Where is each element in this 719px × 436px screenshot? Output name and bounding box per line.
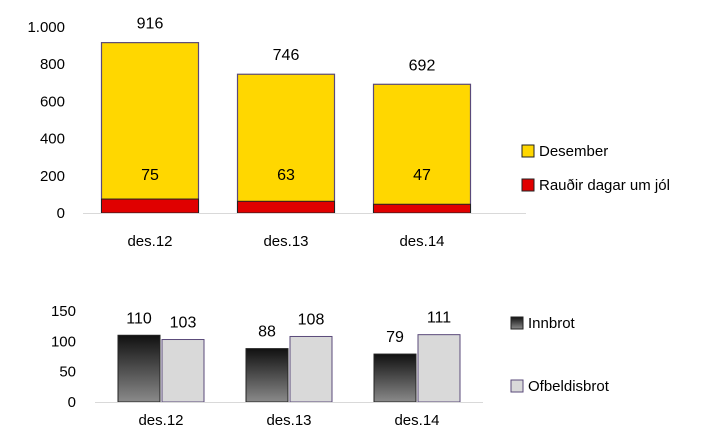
y-tick-label: 50 bbox=[59, 364, 76, 381]
x-tick-label: des.12 bbox=[138, 412, 183, 429]
bar-desember bbox=[102, 43, 199, 213]
x-tick-label: des.13 bbox=[263, 233, 308, 250]
legend-swatch bbox=[522, 145, 534, 157]
data-label-desember: 746 bbox=[273, 47, 300, 64]
bar-raudir-dagar bbox=[238, 201, 335, 213]
bar-ofbeldisbrot bbox=[290, 336, 332, 402]
y-tick-label: 1.000 bbox=[27, 19, 65, 36]
data-label-ofbeldisbrot: 103 bbox=[170, 315, 197, 332]
x-tick-label: des.14 bbox=[394, 412, 439, 429]
data-label-desember: 692 bbox=[409, 57, 436, 74]
bar-desember bbox=[238, 74, 335, 213]
legend-swatch bbox=[511, 380, 523, 392]
bar-innbrot bbox=[374, 354, 416, 402]
legend-label: Rauðir dagar um jól bbox=[539, 177, 670, 194]
data-label-innbrot: 110 bbox=[126, 310, 152, 327]
data-label-ofbeldisbrot: 108 bbox=[298, 311, 325, 328]
legend-swatch bbox=[511, 317, 523, 329]
y-tick-label: 0 bbox=[68, 394, 76, 411]
y-tick-label: 100 bbox=[51, 333, 76, 350]
data-label-raudir-dagar: 47 bbox=[413, 167, 431, 184]
bar-desember bbox=[374, 84, 471, 213]
legend-label: Ofbeldisbrot bbox=[528, 378, 610, 395]
data-label-desember: 916 bbox=[137, 16, 164, 33]
bar-raudir-dagar bbox=[102, 199, 199, 213]
y-tick-label: 600 bbox=[40, 93, 65, 110]
y-tick-label: 150 bbox=[51, 303, 76, 320]
y-tick-label: 800 bbox=[40, 56, 65, 73]
bar-ofbeldisbrot bbox=[162, 340, 204, 402]
y-tick-label: 0 bbox=[57, 205, 65, 222]
bar-ofbeldisbrot bbox=[418, 335, 460, 402]
bar-innbrot bbox=[118, 335, 160, 402]
data-label-innbrot: 88 bbox=[258, 324, 276, 341]
y-tick-label: 200 bbox=[40, 168, 65, 185]
bar-innbrot bbox=[246, 349, 288, 402]
data-label-innbrot: 79 bbox=[386, 329, 404, 346]
bar-raudir-dagar bbox=[374, 204, 471, 213]
bottom-chart: 0 50 100 150 110 103 des.12 88 108 des.13 79 111 des… bbox=[51, 303, 610, 429]
data-label-raudir-dagar: 63 bbox=[277, 167, 295, 184]
legend-label: Desember bbox=[539, 143, 608, 160]
x-tick-label: des.12 bbox=[127, 233, 172, 250]
legend-swatch bbox=[522, 179, 534, 191]
y-tick-label: 400 bbox=[40, 131, 65, 148]
legend-label: Innbrot bbox=[528, 315, 576, 332]
top-chart: 0 200 400 600 800 1.000 916 75 des.12 746 63 des.13… bbox=[27, 16, 669, 250]
x-tick-label: des.14 bbox=[399, 233, 444, 250]
data-label-ofbeldisbrot: 111 bbox=[427, 310, 451, 327]
data-label-raudir-dagar: 75 bbox=[141, 167, 159, 184]
x-tick-label: des.13 bbox=[266, 412, 311, 429]
